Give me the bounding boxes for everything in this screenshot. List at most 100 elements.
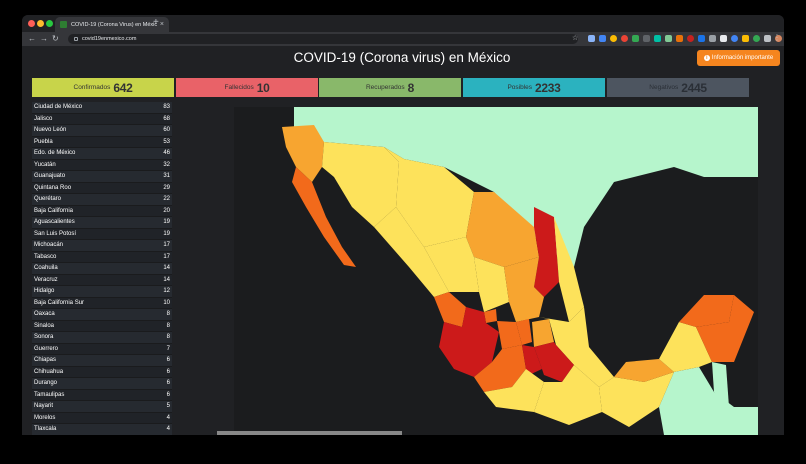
state-quintana-roo[interactable] [696,295,754,362]
state-coahuila[interactable] [466,192,539,267]
state-guerrero[interactable] [484,369,544,412]
extension-icon[interactable] [698,35,705,42]
extension-icon[interactable] [643,35,650,42]
bookmark-star-icon[interactable]: ☆ [572,35,579,42]
state-count: 12 [163,288,170,295]
back-arrow-icon[interactable]: ← [28,34,36,43]
state-san-luis-potosi[interactable] [504,257,544,322]
state-count: 31 [163,173,170,180]
list-item[interactable]: Tabasco 17 [32,251,172,263]
state-sinaloa[interactable] [374,207,449,297]
state-baja-california-sur[interactable] [292,167,356,267]
list-item[interactable]: Durango 6 [32,378,172,390]
list-item[interactable]: Yucatán 32 [32,159,172,171]
extension-icon[interactable] [676,35,683,42]
state-edo-mexico[interactable] [522,345,542,375]
list-item[interactable]: Quintana Roo 29 [32,182,172,194]
list-item[interactable]: Baja California Sur 10 [32,297,172,309]
extension-icon[interactable] [665,35,672,42]
minimize-window-button[interactable] [37,20,44,27]
list-item[interactable]: Oaxaca 8 [32,309,172,321]
state-jalisco[interactable] [439,307,499,377]
state-nayarit[interactable] [434,292,466,327]
map-legend-slider[interactable] [217,431,402,435]
state-name: Morelos [34,414,56,421]
stat-value: 8 [407,80,415,95]
state-queretaro[interactable] [516,319,532,345]
state-count: 4 [166,414,170,421]
mexico-map[interactable] [234,107,758,435]
list-item[interactable]: Nayarit 5 [32,401,172,413]
extension-icon[interactable] [720,35,727,42]
list-item[interactable]: Baja California 20 [32,205,172,217]
list-item[interactable]: Ciudad de México 83 [32,102,172,114]
extension-icon[interactable] [610,35,617,42]
state-durango[interactable] [424,237,479,292]
map-svg[interactable] [234,107,758,435]
tab-title: COVID-19 (Corona Virus) en México [71,21,157,28]
list-item[interactable]: Tlaxcala 4 [32,424,172,435]
list-item[interactable]: Chihuahua 6 [32,366,172,378]
state-tamaulipas[interactable] [554,217,584,322]
state-chiapas[interactable] [599,372,674,427]
list-item[interactable]: Sinaloa 8 [32,320,172,332]
state-baja-california[interactable] [282,125,324,182]
list-item[interactable]: Guanajuato 31 [32,171,172,183]
browser-tab[interactable]: COVID-19 (Corona Virus) en México × [55,17,169,32]
state-guanajuato[interactable] [497,321,522,349]
close-window-button[interactable] [28,20,35,27]
state-michoacan[interactable] [474,345,526,392]
list-item[interactable]: San Luis Potosí 19 [32,228,172,240]
list-item[interactable]: Jalisco 68 [32,113,172,125]
list-item[interactable]: Puebla 53 [32,136,172,148]
list-item[interactable]: Tamaulipas 6 [32,389,172,401]
state-veracruz[interactable] [539,307,614,387]
list-item[interactable]: Sonora 8 [32,332,172,344]
list-item[interactable]: Morelos 4 [32,412,172,424]
state-name: Jalisco [34,115,53,122]
info-button[interactable]: i Información importante [697,50,780,66]
list-item[interactable]: Nuevo León 60 [32,125,172,137]
extension-icon[interactable] [588,35,595,42]
state-sonora[interactable] [322,142,399,227]
list-item[interactable]: Guerrero 7 [32,343,172,355]
list-item[interactable]: Chiapas 6 [32,355,172,367]
state-oaxaca[interactable] [534,365,602,425]
state-zacatecas[interactable] [474,257,509,312]
state-yucatan[interactable] [679,295,734,327]
state-count: 53 [163,138,170,145]
state-tabasco[interactable] [614,359,674,382]
list-item[interactable]: Michoacán 17 [32,240,172,252]
list-item[interactable]: Aguascalientes 19 [32,217,172,229]
state-aguascalientes[interactable] [484,309,497,323]
extension-icon[interactable] [632,35,639,42]
maximize-window-button[interactable] [46,20,53,27]
reload-icon[interactable]: ↻ [52,34,59,43]
extension-icon[interactable] [764,35,771,42]
list-item[interactable]: Hidalgo 12 [32,286,172,298]
list-item[interactable]: Edo. de México 46 [32,148,172,160]
forward-arrow-icon[interactable]: → [40,34,48,43]
tab-close-icon[interactable]: × [159,21,164,28]
extension-icon[interactable] [599,35,606,42]
extension-icon[interactable] [753,35,760,42]
browser-toolbar: ← → ↻ covid19enmexico.com ☆ [22,32,784,46]
extension-icon[interactable] [621,35,628,42]
state-name: Quintana Roo [34,184,72,191]
state-hidalgo[interactable] [532,319,554,347]
list-item[interactable]: Querétaro 22 [32,194,172,206]
more-menu-icon[interactable]: ⋮ [773,33,781,42]
new-tab-button[interactable]: + [153,17,159,28]
extension-icon[interactable] [709,35,716,42]
extension-icon[interactable] [687,35,694,42]
address-bar[interactable]: covid19enmexico.com [68,34,578,44]
state-nuevo-leon[interactable] [534,207,559,297]
state-campeche[interactable] [659,322,712,372]
extension-icon[interactable] [742,35,749,42]
list-item[interactable]: Coahuila 14 [32,263,172,275]
list-item[interactable]: Veracruz 14 [32,274,172,286]
state-puebla[interactable] [534,342,574,382]
extension-icon[interactable] [654,35,661,42]
avatar[interactable] [775,35,782,42]
extension-icon[interactable] [731,35,738,42]
